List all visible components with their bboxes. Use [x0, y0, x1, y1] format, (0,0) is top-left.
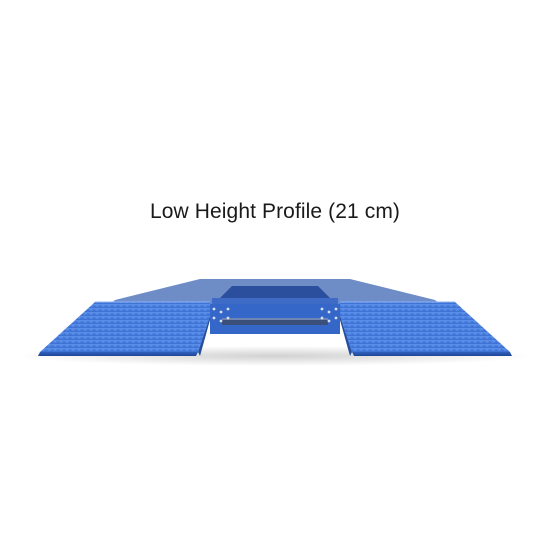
center-crossbar-highlight — [222, 318, 328, 320]
left-ramp-side — [198, 316, 210, 356]
frame-bolts — [212, 307, 338, 323]
right-ramp-surface — [340, 302, 510, 352]
right-ramp-side — [340, 316, 352, 356]
left-ramp-surface — [40, 302, 210, 352]
left-ramp-edge — [38, 352, 198, 356]
right-ramp-edge — [352, 352, 512, 356]
center-crossbar — [222, 318, 328, 325]
center-frame-top — [212, 298, 338, 304]
product-caption: Low Height Profile (21 cm) — [149, 200, 401, 223]
center-opening — [220, 286, 330, 298]
